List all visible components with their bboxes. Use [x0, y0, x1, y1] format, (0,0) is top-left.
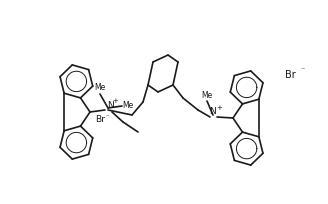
- Text: Me: Me: [94, 83, 106, 92]
- Text: ⁻: ⁻: [301, 65, 305, 74]
- Text: +: +: [216, 105, 222, 111]
- Text: Me: Me: [122, 102, 133, 111]
- Text: +: +: [112, 98, 118, 104]
- Text: N: N: [210, 108, 216, 116]
- Text: N: N: [107, 101, 113, 110]
- Text: Br: Br: [285, 70, 296, 80]
- Text: Me: Me: [201, 91, 213, 100]
- Text: ⁻: ⁻: [105, 114, 109, 120]
- Text: Br: Br: [95, 115, 105, 124]
